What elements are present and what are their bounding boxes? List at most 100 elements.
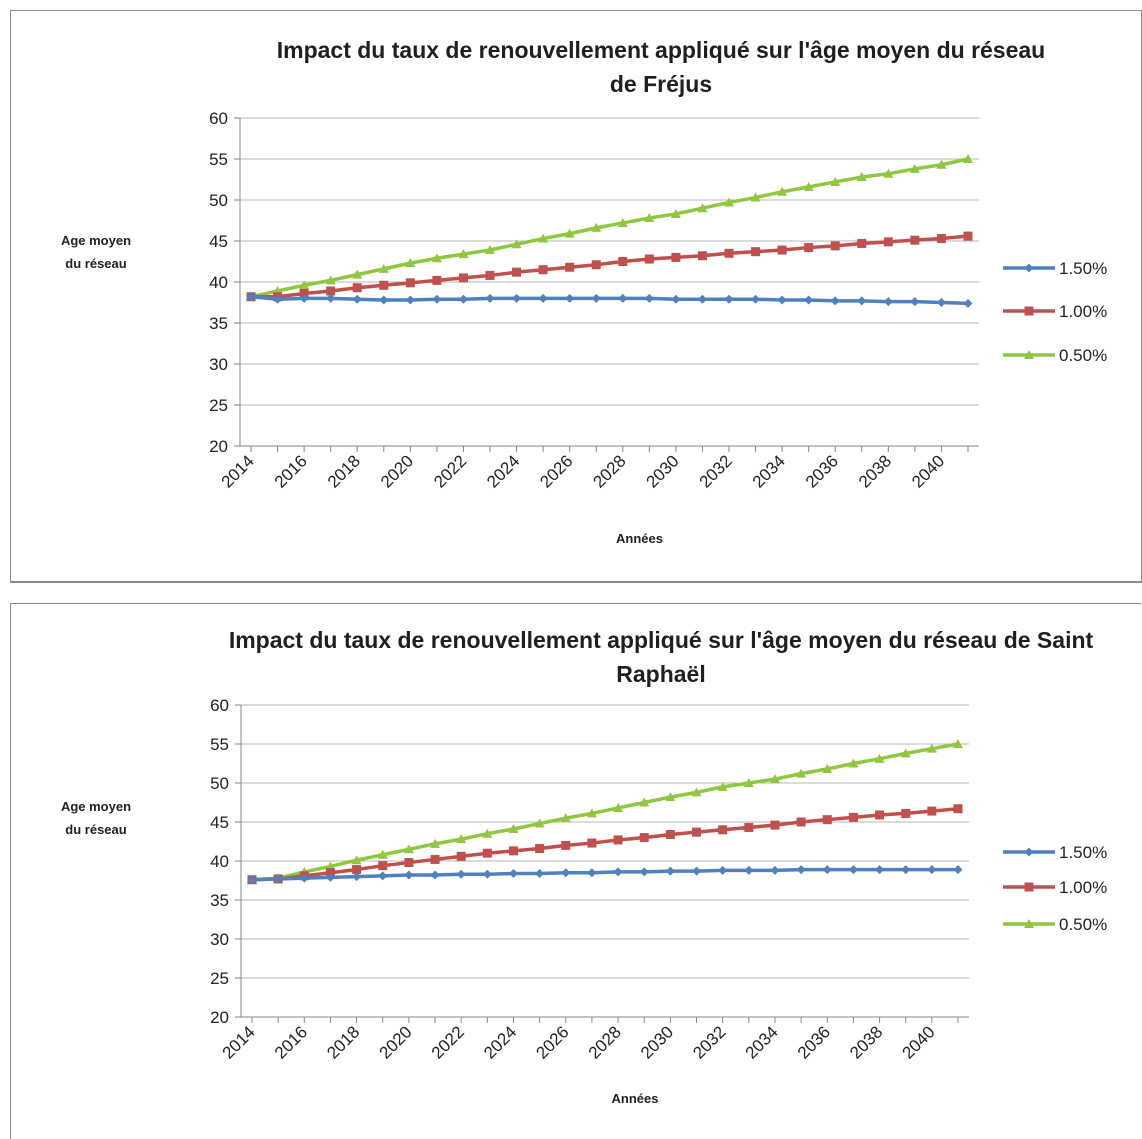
x-tick-label: 2018 bbox=[323, 1022, 363, 1062]
data-point bbox=[804, 243, 814, 253]
x-tick-label: 2018 bbox=[324, 451, 364, 491]
legend-label: 1.50% bbox=[1059, 843, 1107, 862]
data-point bbox=[512, 293, 522, 303]
data-point bbox=[718, 825, 728, 835]
data-point bbox=[587, 868, 597, 878]
data-point bbox=[273, 294, 283, 304]
data-point bbox=[458, 249, 469, 259]
data-point bbox=[744, 865, 754, 875]
data-point bbox=[644, 254, 654, 264]
y-tick-label: 45 bbox=[210, 813, 229, 832]
legend-marker bbox=[1024, 306, 1034, 316]
y-tick-label: 60 bbox=[210, 696, 229, 715]
data-point bbox=[538, 233, 549, 243]
data-point bbox=[796, 865, 806, 875]
data-point bbox=[377, 849, 388, 859]
data-point bbox=[485, 245, 495, 255]
data-point bbox=[883, 297, 893, 307]
data-point bbox=[692, 866, 702, 876]
data-point bbox=[926, 743, 937, 753]
x-tick-label: 2028 bbox=[589, 451, 629, 491]
data-point bbox=[587, 838, 597, 848]
chart-title-line: Raphaël bbox=[616, 661, 705, 687]
x-tick-label: 2024 bbox=[483, 451, 523, 491]
x-tick-label: 2040 bbox=[908, 451, 948, 491]
x-tick-label: 2022 bbox=[428, 1022, 468, 1062]
data-point bbox=[561, 840, 571, 850]
legend-item: 0.50% bbox=[1003, 915, 1107, 934]
data-point bbox=[644, 213, 655, 223]
series-line bbox=[250, 157, 969, 299]
data-point bbox=[750, 192, 761, 202]
data-point bbox=[405, 258, 416, 268]
data-point bbox=[848, 758, 859, 768]
data-point bbox=[777, 245, 787, 255]
x-tick-label: 2036 bbox=[802, 451, 842, 491]
data-point bbox=[927, 865, 937, 875]
data-point bbox=[796, 817, 806, 827]
data-point bbox=[564, 228, 575, 238]
y-tick-label: 20 bbox=[209, 437, 228, 456]
legend-marker bbox=[1024, 350, 1034, 359]
x-tick-label: 2038 bbox=[846, 1022, 886, 1062]
data-point bbox=[378, 861, 388, 871]
chart-saint-raphael: Impact du taux de renouvellement appliqu… bbox=[61, 627, 1107, 1106]
series-line bbox=[251, 806, 959, 882]
chart-title-line: Impact du taux de renouvellement appliqu… bbox=[229, 627, 1094, 653]
data-point bbox=[848, 812, 858, 822]
chart-panel-saint-raphael: Impact du taux de renouvellement appliqu… bbox=[10, 603, 1141, 1139]
data-point bbox=[963, 154, 973, 163]
data-point bbox=[910, 235, 920, 245]
data-point bbox=[822, 865, 832, 875]
x-tick-label: 2014 bbox=[219, 1022, 259, 1062]
y-tick-label: 55 bbox=[210, 735, 229, 754]
y-tick-label: 30 bbox=[209, 355, 228, 374]
data-point bbox=[724, 294, 734, 304]
data-point bbox=[535, 868, 545, 878]
data-point bbox=[830, 296, 840, 306]
data-point bbox=[299, 293, 309, 303]
data-point bbox=[458, 294, 468, 304]
y-tick-label: 35 bbox=[210, 891, 229, 910]
data-point bbox=[352, 865, 362, 875]
data-point bbox=[405, 295, 415, 305]
data-point bbox=[963, 298, 973, 308]
data-point bbox=[591, 222, 602, 232]
data-point bbox=[718, 865, 728, 875]
x-axis-label: Années bbox=[616, 531, 663, 546]
data-point bbox=[560, 813, 571, 823]
y-tick-label: 40 bbox=[210, 852, 229, 871]
y-tick-label: 25 bbox=[210, 969, 229, 988]
data-point bbox=[538, 265, 548, 275]
data-point bbox=[456, 834, 467, 844]
data-point bbox=[900, 748, 911, 758]
series-1.50% bbox=[247, 865, 963, 885]
data-point bbox=[963, 231, 973, 241]
x-tick-label: 2014 bbox=[218, 451, 258, 491]
y-axis-label: du réseau bbox=[65, 256, 126, 271]
data-point bbox=[299, 873, 309, 883]
data-point bbox=[325, 275, 336, 285]
data-point bbox=[534, 818, 545, 828]
data-point bbox=[953, 865, 963, 875]
data-point bbox=[901, 808, 911, 818]
chart-frejus: Impact du taux de renouvellement appliqu… bbox=[61, 37, 1107, 546]
data-point bbox=[830, 241, 840, 251]
data-point bbox=[246, 292, 256, 302]
legend-label: 1.00% bbox=[1059, 878, 1107, 897]
data-point bbox=[618, 293, 628, 303]
data-point bbox=[273, 874, 283, 884]
y-tick-label: 40 bbox=[209, 273, 228, 292]
data-point bbox=[777, 186, 788, 196]
legend-item: 1.00% bbox=[1003, 302, 1107, 321]
legend-marker bbox=[1024, 882, 1034, 892]
data-point bbox=[404, 870, 414, 880]
data-point bbox=[671, 294, 681, 304]
chart-title-line: Impact du taux de renouvellement appliqu… bbox=[277, 37, 1046, 63]
x-axis-label: Années bbox=[612, 1091, 659, 1106]
y-tick-label: 25 bbox=[209, 396, 228, 415]
legend-item: 0.50% bbox=[1003, 346, 1107, 365]
data-point bbox=[822, 763, 833, 773]
data-point bbox=[848, 865, 858, 875]
data-point bbox=[508, 846, 518, 856]
